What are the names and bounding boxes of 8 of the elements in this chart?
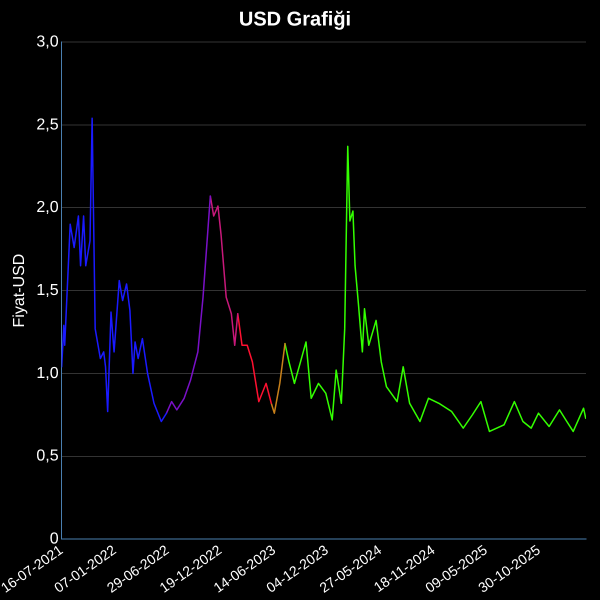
y-tick-label: 1,0 [36, 364, 59, 382]
y-tick-label: 1,5 [36, 282, 59, 299]
y-tick-label: 0,5 [36, 448, 59, 465]
y-axis-title: Fiyat-USD [11, 254, 28, 328]
y-tick-label: 2,0 [36, 199, 59, 216]
y-tick-label: 2,5 [36, 116, 59, 134]
chart-title: USD Grafiği [238, 8, 352, 31]
y-tick-label: 3,0 [36, 33, 59, 50]
